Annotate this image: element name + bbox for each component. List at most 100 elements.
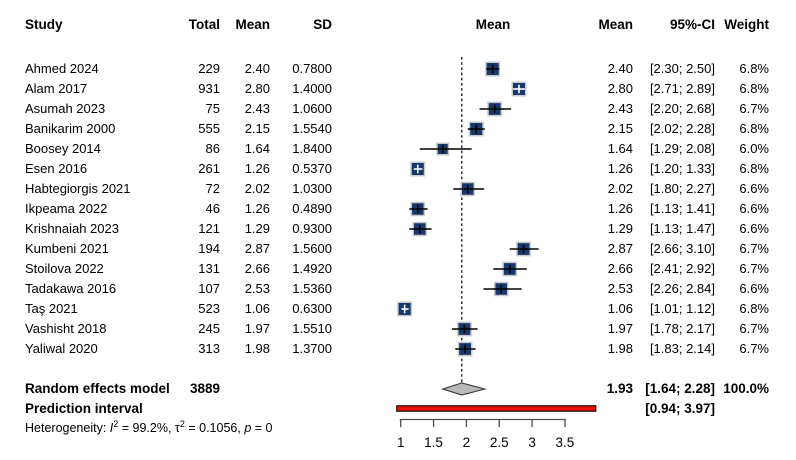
- ci-value: [1.20; 1.33]: [649, 161, 715, 176]
- total-value: 245: [198, 321, 220, 336]
- mean-value: 1.29: [244, 221, 270, 236]
- total-value: 261: [198, 161, 220, 176]
- summary-diamond: [440, 382, 487, 396]
- total-value: 229: [198, 61, 220, 76]
- summary-mean: 1.93: [606, 381, 633, 396]
- mean-ci-value: 2.66: [607, 261, 633, 276]
- study-marker-square: [460, 181, 475, 197]
- col-header-total: Total: [188, 17, 220, 32]
- study-marker-square: [487, 101, 503, 117]
- mean-value: 2.80: [244, 81, 270, 96]
- sd-value: 1.4000: [292, 81, 332, 96]
- study-name: Stoilova 2022: [25, 261, 104, 276]
- summary-label: Random effects model: [25, 381, 170, 396]
- ci-value: [1.29; 2.08]: [649, 141, 715, 156]
- heterogeneity-prefix: Heterogeneity:: [25, 421, 110, 435]
- plot-header-mean: Mean: [475, 17, 511, 32]
- p-value: = 0: [251, 421, 273, 435]
- study-marker-square: [410, 161, 426, 177]
- ci-value: [2.20; 2.68]: [649, 101, 715, 116]
- col-header-study: Study: [25, 17, 63, 32]
- mean-value: 1.97: [244, 321, 270, 336]
- total-value: 107: [198, 281, 220, 296]
- sd-value: 0.6300: [292, 301, 332, 316]
- col-header-ci: 95%-CI: [669, 17, 715, 32]
- study-name: Vashisht 2018: [25, 321, 107, 336]
- mean-value: 1.26: [244, 201, 270, 216]
- prediction-ci: [0.94; 3.97]: [645, 401, 715, 416]
- study-name: Banikarim 2000: [25, 121, 116, 136]
- x-axis-tick-label: 2.5: [490, 435, 509, 450]
- mean-value: 2.87: [244, 241, 270, 256]
- mean-value: 2.43: [244, 101, 270, 116]
- study-marker-square: [410, 201, 426, 217]
- mean-value: 2.40: [244, 61, 270, 76]
- x-axis-tick-label: 2: [463, 435, 471, 450]
- ci-value: [1.13; 1.47]: [649, 221, 715, 236]
- heterogeneity-stats: Heterogeneity: I2 = 99.2%, τ2 = 0.1056, …: [25, 418, 272, 438]
- tau-squared-sup: 2: [179, 418, 185, 429]
- study-name: Krishnaiah 2023: [25, 221, 119, 236]
- study-name: Ikpeama 2022: [25, 201, 108, 216]
- ci-value: [1.01; 1.12]: [649, 301, 715, 316]
- total-value: 72: [205, 181, 220, 196]
- weight-value: 6.8%: [739, 161, 769, 176]
- mean-ci-value: 2.53: [607, 281, 633, 296]
- weight-value: 6.7%: [739, 321, 769, 336]
- sd-value: 1.5510: [292, 321, 332, 336]
- study-marker-square: [516, 241, 531, 257]
- total-value: 86: [205, 141, 220, 156]
- mean-ci-value: 1.26: [607, 201, 633, 216]
- col-header-mean: Mean: [235, 17, 270, 32]
- summary-total: 3889: [189, 381, 220, 396]
- mean-ci-value: 2.80: [607, 81, 633, 96]
- mean-ci-value: 2.40: [607, 61, 633, 76]
- x-axis-tick-label: 1: [397, 435, 405, 450]
- p-symbol: p: [244, 421, 252, 435]
- study-marker-square: [397, 301, 413, 317]
- col-header-sd: SD: [313, 17, 332, 32]
- study-name: Yaliwal 2020: [25, 341, 98, 356]
- weight-value: 6.7%: [739, 241, 769, 256]
- weight-value: 6.6%: [739, 181, 769, 196]
- sd-value: 1.5360: [292, 281, 332, 296]
- i-squared-sup: 2: [113, 418, 119, 429]
- summary-ci: [1.64; 2.28]: [645, 381, 715, 396]
- mean-value: 1.06: [244, 301, 270, 316]
- total-value: 523: [198, 301, 220, 316]
- i-squared-symbol: I: [109, 421, 114, 435]
- ci-value: [2.41; 2.92]: [649, 261, 715, 276]
- mean-value: 2.02: [244, 181, 270, 196]
- weight-value: 6.8%: [739, 61, 769, 76]
- sd-value: 0.9300: [292, 221, 332, 236]
- mean-ci-value: 2.02: [607, 181, 633, 196]
- total-value: 194: [198, 241, 220, 256]
- total-value: 121: [198, 221, 220, 236]
- study-name: Tadakawa 2016: [25, 281, 117, 296]
- sd-value: 1.3700: [292, 341, 332, 356]
- ci-value: [1.80; 2.27]: [649, 181, 715, 196]
- x-axis-tick-label: 3: [528, 435, 536, 450]
- sd-value: 1.4920: [292, 261, 332, 276]
- mean-ci-value: 1.97: [607, 321, 633, 336]
- study-marker-square: [468, 121, 484, 137]
- mean-ci-value: 1.29: [607, 221, 633, 236]
- mean-ci-value: 1.98: [607, 341, 633, 356]
- study-name: Esen 2016: [25, 161, 88, 176]
- sd-value: 0.5370: [292, 161, 332, 176]
- ci-value: [1.13; 1.41]: [649, 201, 715, 216]
- study-name: Kumbeni 2021: [25, 241, 109, 256]
- ci-value: [2.71; 2.89]: [649, 81, 715, 96]
- tau-squared-value: = 0.1056,: [184, 421, 245, 435]
- total-value: 555: [198, 121, 220, 136]
- mean-value: 2.15: [244, 121, 270, 136]
- weight-value: 6.7%: [739, 101, 769, 116]
- col-header-mean-right: Mean: [598, 17, 633, 32]
- x-axis-tick-label: 1.5: [424, 435, 443, 450]
- mean-value: 1.26: [244, 161, 270, 176]
- total-value: 46: [205, 201, 220, 216]
- weight-value: 6.0%: [739, 141, 769, 156]
- sd-value: 1.8400: [292, 141, 332, 156]
- study-marker-square: [436, 142, 450, 156]
